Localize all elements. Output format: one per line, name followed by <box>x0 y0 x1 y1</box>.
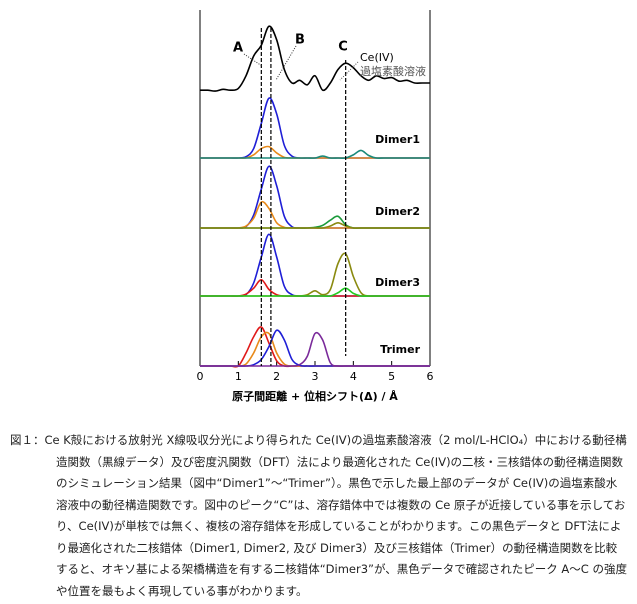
leader <box>243 53 263 67</box>
curve <box>199 149 430 160</box>
panel-label: Dimer2 <box>375 205 420 218</box>
curve <box>199 25 430 92</box>
curve <box>199 97 430 159</box>
curve <box>200 287 430 298</box>
curve <box>199 145 430 160</box>
curve <box>200 331 430 368</box>
leader <box>339 61 359 81</box>
caption-text: Ce K殻における放射光 X線吸収分光により得られた Ce(IV)の過塩素酸溶液… <box>44 433 627 598</box>
x-tick-label: 1 <box>235 370 242 383</box>
leader <box>275 45 297 81</box>
curve <box>200 221 430 229</box>
panel-label: Trimer <box>380 343 420 356</box>
caption-label: 図１： <box>10 433 45 447</box>
peak-annotation: B <box>295 33 305 48</box>
sample-sublabel: 過塩素酸溶液 <box>360 64 426 78</box>
x-tick-label: 5 <box>388 370 395 383</box>
x-axis-label: 原子間距離 + 位相シフト(Δ) / Å <box>232 389 398 403</box>
panel-label: Dimer1 <box>375 133 420 146</box>
chart: 原子間距離 + 位相シフト(Δ) / Å 0 1 2 3 4 5 6 Dimer1 Dimer2… <box>197 10 434 403</box>
curve <box>200 165 430 229</box>
curve <box>200 252 430 298</box>
caption: 図１：Ce K殻における放射光 X線吸収分光により得られた Ce(IV)の過塩素… <box>10 430 628 602</box>
peak-annotation: C <box>338 40 348 55</box>
panel-label: Dimer3 <box>375 276 420 289</box>
x-tick-label: 4 <box>350 370 357 383</box>
x-tick-label: 0 <box>197 370 204 383</box>
x-tick-label: 3 <box>312 370 319 383</box>
x-tick-label: 2 <box>273 370 280 383</box>
peak-annotation: A <box>233 41 243 56</box>
sample-label: Ce(IV) <box>360 51 394 64</box>
x-tick-label: 6 <box>427 370 434 383</box>
